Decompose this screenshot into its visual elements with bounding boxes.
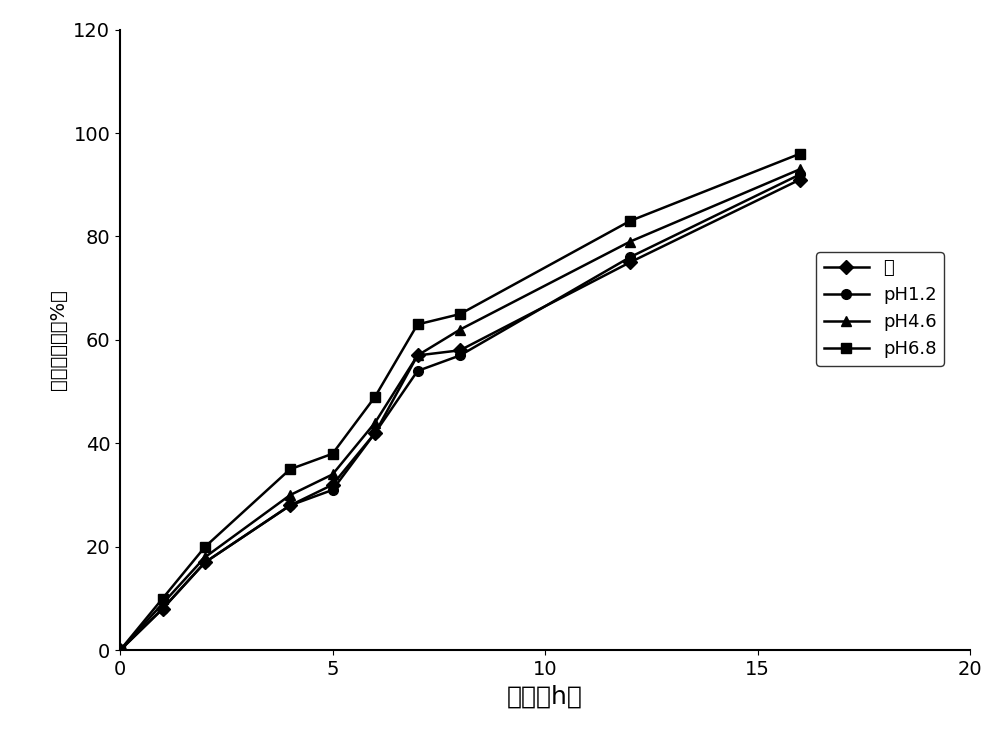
pH1.2 [199, 558, 211, 567]
pH4.6 [624, 237, 636, 246]
水 [794, 175, 806, 184]
pH1.2 [284, 501, 296, 510]
水 [284, 501, 296, 510]
pH4.6 [412, 351, 424, 360]
pH6.8 [454, 310, 466, 319]
Y-axis label: 累积释放度（%）: 累积释放度（%） [49, 290, 68, 390]
Line: pH1.2: pH1.2 [115, 169, 805, 655]
pH1.2 [412, 367, 424, 375]
pH1.2 [624, 253, 636, 262]
pH4.6 [369, 418, 381, 427]
pH4.6 [156, 599, 168, 608]
pH6.8 [114, 646, 126, 655]
水 [369, 429, 381, 437]
水 [624, 258, 636, 267]
pH4.6 [794, 165, 806, 174]
pH6.8 [624, 217, 636, 225]
pH6.8 [794, 149, 806, 158]
Line: pH6.8: pH6.8 [115, 149, 805, 655]
pH6.8 [412, 320, 424, 329]
pH1.2 [369, 429, 381, 437]
Legend: 水, pH1.2, pH4.6, pH6.8: 水, pH1.2, pH4.6, pH6.8 [816, 252, 944, 366]
pH1.2 [156, 605, 168, 613]
水 [199, 558, 211, 567]
pH1.2 [454, 351, 466, 360]
pH1.2 [326, 486, 338, 494]
pH6.8 [199, 542, 211, 551]
pH6.8 [284, 465, 296, 474]
pH4.6 [326, 470, 338, 479]
水 [412, 351, 424, 360]
水 [326, 480, 338, 489]
水 [156, 605, 168, 613]
pH4.6 [454, 325, 466, 334]
pH4.6 [284, 491, 296, 500]
Line: 水: 水 [115, 174, 805, 655]
pH1.2 [114, 646, 126, 655]
水 [114, 646, 126, 655]
pH4.6 [199, 553, 211, 562]
X-axis label: 时间（h）: 时间（h） [507, 684, 583, 709]
pH6.8 [326, 449, 338, 458]
水 [454, 346, 466, 355]
pH1.2 [794, 170, 806, 179]
pH4.6 [114, 646, 126, 655]
pH6.8 [156, 594, 168, 603]
pH6.8 [369, 392, 381, 401]
Line: pH4.6: pH4.6 [115, 164, 805, 655]
